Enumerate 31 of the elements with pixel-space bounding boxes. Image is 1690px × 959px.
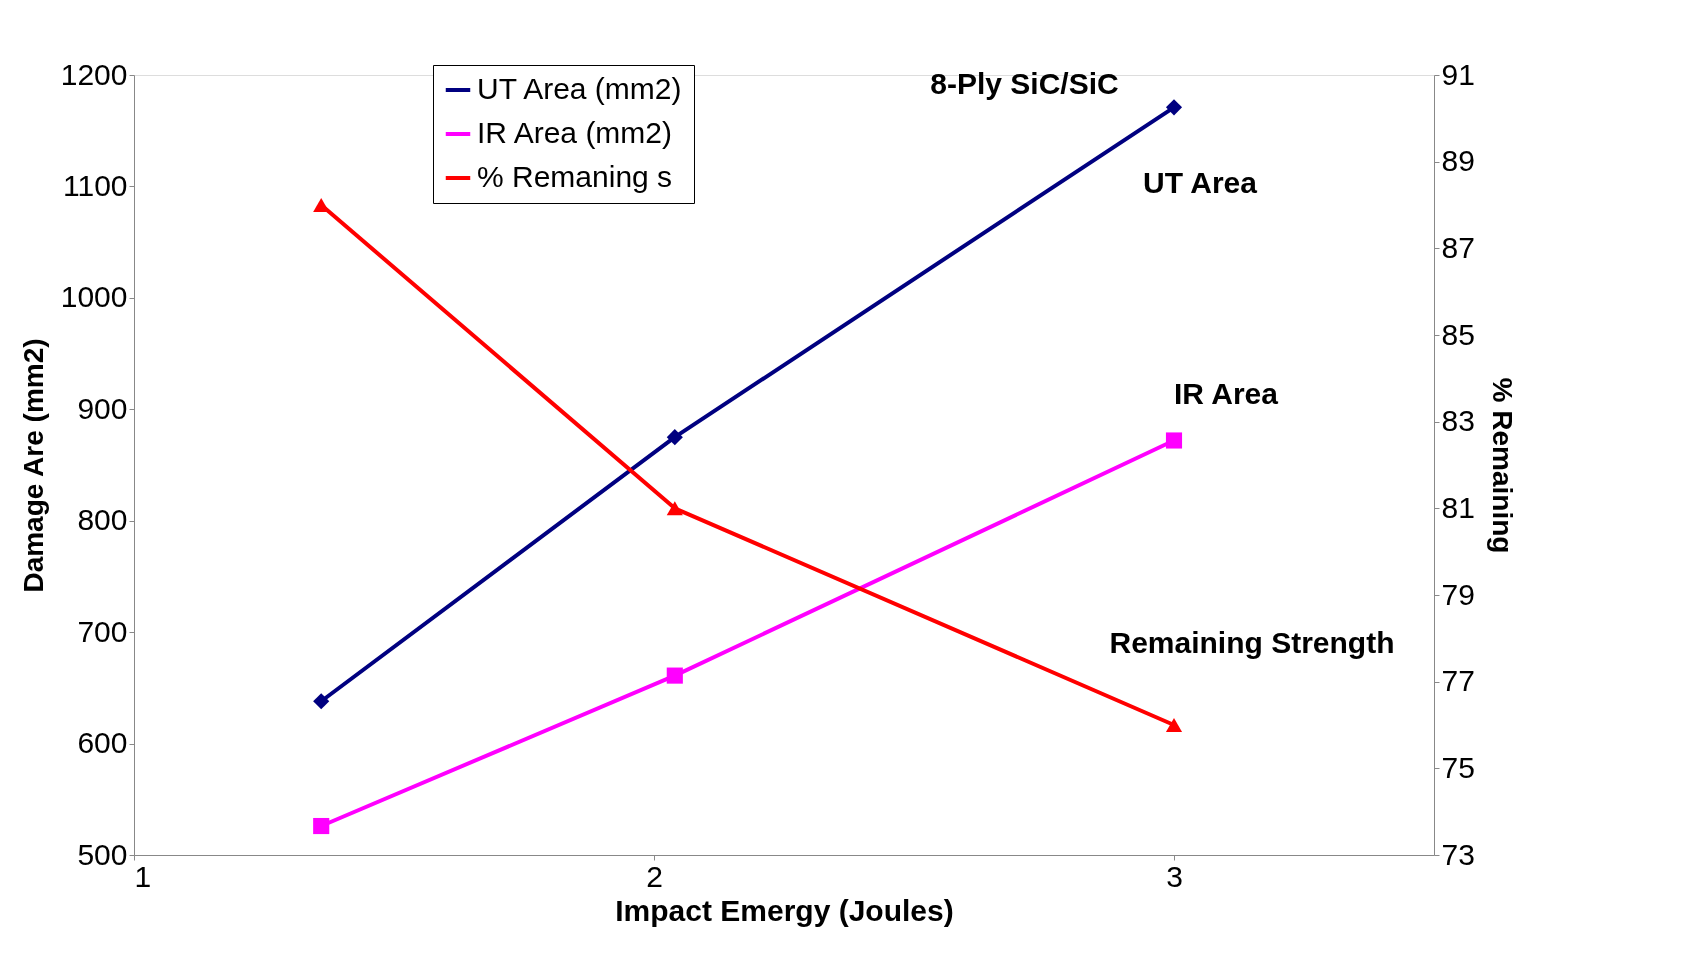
y2-tick-label: 75 <box>1441 750 1475 784</box>
y-axis-title: Damage Are (mm2) <box>17 338 49 593</box>
y-tick-label: 500 <box>77 837 128 871</box>
x-tick-label: 3 <box>1166 859 1183 893</box>
y2-axis-title: % Remaining <box>1486 377 1518 554</box>
x-tick-label: 2 <box>646 859 663 893</box>
y2-tick-label: 85 <box>1441 317 1475 351</box>
y2-tick-label: 87 <box>1441 230 1475 264</box>
y2-tick-label: 83 <box>1441 404 1475 438</box>
chart-title: 8-Ply SiC/SiC <box>930 67 1119 100</box>
legend-label: UT Area (mm2) <box>477 72 682 105</box>
legend-label: IR Area (mm2) <box>477 116 673 149</box>
y-tick-label: 800 <box>77 503 128 537</box>
y2-tick-label: 89 <box>1441 144 1475 178</box>
y2-tick-label: 81 <box>1441 490 1475 524</box>
y-tick-label: 1100 <box>62 168 128 202</box>
annotation: UT Area <box>1143 166 1258 200</box>
y2-tick-label: 73 <box>1441 837 1475 871</box>
y-tick-label: 600 <box>77 726 128 760</box>
y-tick-label: 1200 <box>60 57 128 91</box>
y2-tick-label: 77 <box>1441 664 1475 698</box>
x-tick-label: 1 <box>134 859 152 893</box>
y2-tick-label: 79 <box>1441 577 1475 611</box>
annotation: Remaining Strength <box>1109 626 1395 660</box>
y-tick-label: 900 <box>77 391 128 425</box>
annotation: IR Area <box>1174 376 1279 410</box>
y2-tick-label: 91 <box>1441 57 1475 91</box>
x-axis-title: Impact Emergy (Joules) <box>615 893 954 927</box>
y-tick-label: 1000 <box>60 280 128 314</box>
legend-label: % Remaning s <box>477 160 673 193</box>
y-tick-label: 700 <box>77 614 128 648</box>
